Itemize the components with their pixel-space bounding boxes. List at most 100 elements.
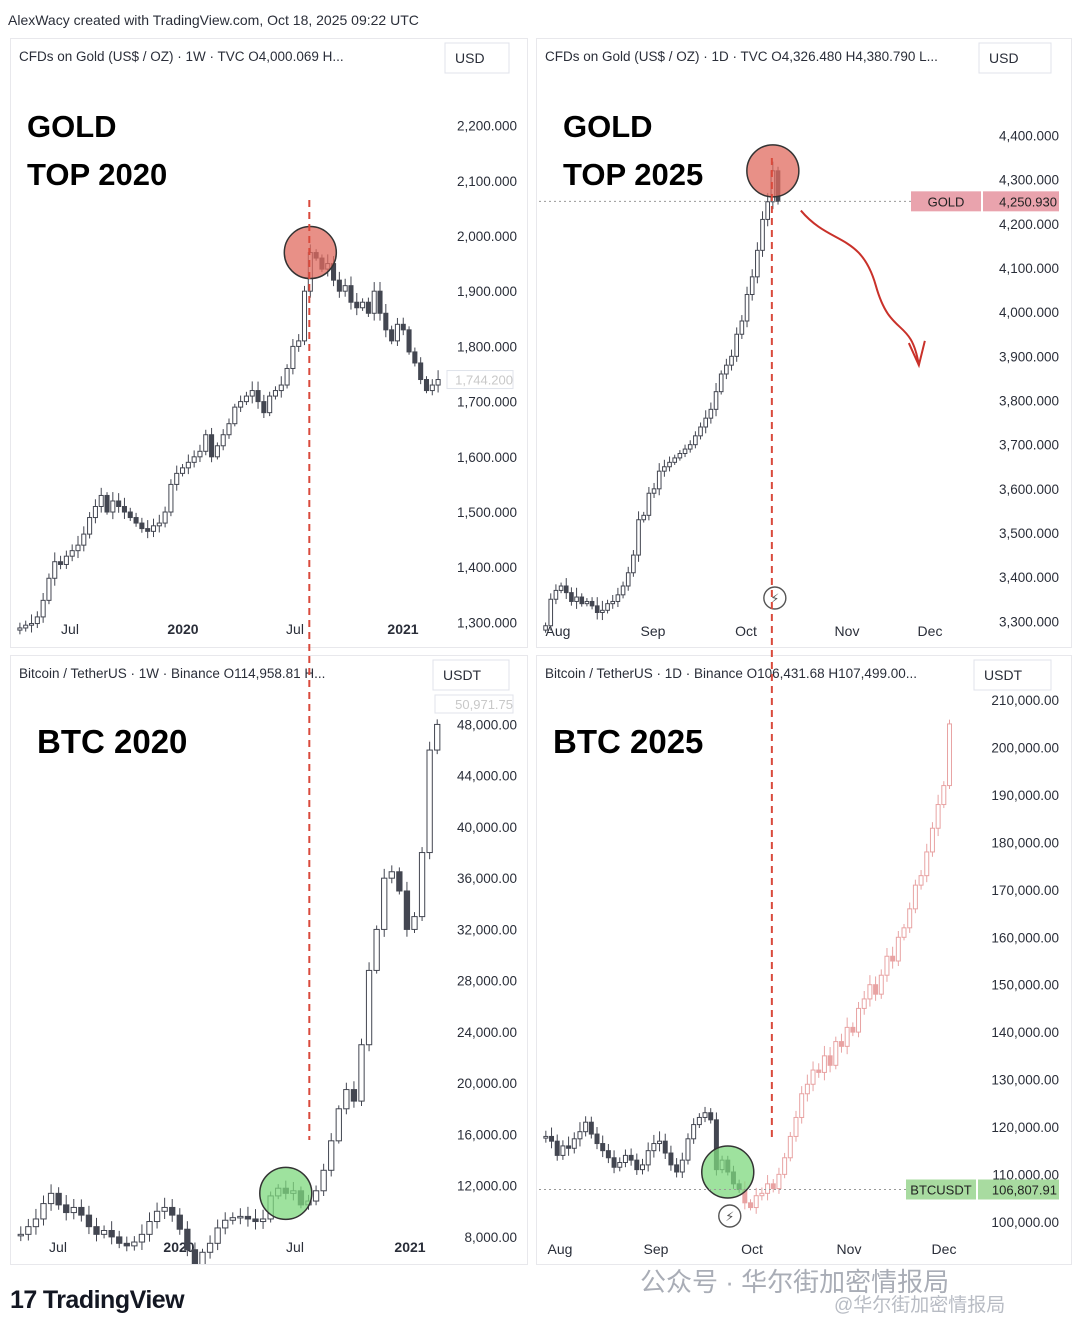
candle xyxy=(622,1149,628,1168)
candle-body xyxy=(406,329,412,353)
candle xyxy=(320,1163,327,1196)
candle xyxy=(615,587,621,608)
candle-body xyxy=(553,589,559,600)
candle xyxy=(406,326,412,355)
candle xyxy=(191,450,197,468)
candle-body xyxy=(589,600,595,607)
forecast-candle xyxy=(856,1001,862,1038)
candle xyxy=(755,242,760,284)
currency-box xyxy=(444,42,510,74)
candle xyxy=(28,614,35,633)
candle-body xyxy=(543,1135,549,1139)
candle xyxy=(588,1116,594,1139)
candle-body xyxy=(373,928,380,971)
y-tick-label: 120,000.00 xyxy=(991,1120,1059,1135)
x-tick-label: Jul xyxy=(286,621,304,637)
forecast-candle-body xyxy=(918,875,924,886)
candle-body xyxy=(354,301,360,309)
candle xyxy=(85,1205,93,1235)
candle xyxy=(662,1133,668,1160)
candle-body xyxy=(594,605,600,613)
currency-label: USDT xyxy=(984,667,1023,683)
candle-body xyxy=(320,1169,327,1192)
forecast-candle-body xyxy=(827,1055,833,1066)
candle-body xyxy=(185,461,191,469)
candle xyxy=(641,511,647,523)
candle-body xyxy=(23,624,29,629)
bottom-marker-circle xyxy=(259,1166,313,1221)
price-label: 1,744.200 xyxy=(455,373,513,388)
y-tick-label: 4,200.000 xyxy=(999,217,1059,232)
candle-body xyxy=(423,379,430,392)
candle xyxy=(569,587,574,606)
candle-body xyxy=(255,390,261,403)
forecast-candle-body xyxy=(844,1026,850,1047)
candle xyxy=(17,622,23,635)
candle-body xyxy=(724,364,729,375)
y-tick-label: 12,000.00 xyxy=(457,1179,517,1194)
candle-body xyxy=(244,1215,252,1220)
candle xyxy=(667,456,672,472)
candle xyxy=(558,582,564,594)
candle-body xyxy=(696,1116,702,1126)
forecast-candle xyxy=(947,719,952,790)
candle xyxy=(693,431,698,449)
symbol-label: GOLD xyxy=(928,194,965,209)
candle xyxy=(342,278,348,297)
candle-body xyxy=(617,1162,623,1168)
forecast-candle xyxy=(782,1152,788,1179)
candle-body xyxy=(312,1190,320,1202)
candle-body xyxy=(191,1249,199,1264)
candle-body xyxy=(371,290,377,314)
candle xyxy=(220,429,226,451)
y-tick-label: 190,000.00 xyxy=(991,788,1059,803)
candle xyxy=(222,1212,229,1235)
x-tick-label: 2020 xyxy=(167,621,198,637)
candle xyxy=(350,1081,358,1108)
candle xyxy=(651,1134,657,1158)
candle-body xyxy=(693,435,698,446)
forecast-candle xyxy=(890,946,896,969)
candle-body xyxy=(549,1135,555,1142)
candle xyxy=(657,1131,663,1152)
candle-body xyxy=(760,218,765,251)
candle-body xyxy=(656,470,662,490)
y-tick-label: 3,300.000 xyxy=(999,614,1059,629)
candle xyxy=(734,327,740,362)
candle xyxy=(133,512,139,527)
y-tick-label: 3,900.000 xyxy=(999,349,1059,364)
candle xyxy=(138,1224,146,1250)
candle xyxy=(252,1209,259,1230)
y-tick-label: 130,000.00 xyxy=(991,1073,1059,1088)
candle xyxy=(174,465,180,491)
forecast-arrow-head xyxy=(907,340,926,369)
candle-body xyxy=(605,1150,611,1159)
currency-box xyxy=(432,659,510,691)
candle-body xyxy=(156,522,162,527)
y-tick-label: 3,700.000 xyxy=(999,438,1059,453)
candle xyxy=(708,402,714,424)
candle xyxy=(336,271,342,298)
candle xyxy=(75,535,81,559)
candle xyxy=(255,381,261,409)
forecast-candle xyxy=(861,991,867,1015)
candle xyxy=(123,1236,130,1252)
candle xyxy=(17,1226,24,1242)
candle xyxy=(418,847,426,921)
candle-body xyxy=(146,1221,153,1235)
candle xyxy=(232,403,238,427)
candle xyxy=(348,276,354,310)
candle xyxy=(25,1218,32,1241)
candle-body xyxy=(577,1131,583,1140)
candle xyxy=(553,584,559,605)
forecast-candle-body xyxy=(924,851,930,877)
currency-box xyxy=(978,42,1052,74)
x-tick-label: 2021 xyxy=(394,1239,425,1255)
candle xyxy=(104,492,110,515)
panel-gold-2025: CFDs on Gold (US$ / OZ) · 1D · TVC O4,32… xyxy=(536,38,1072,648)
forecast-candle-body xyxy=(799,1093,805,1118)
forecast-candle xyxy=(810,1061,816,1092)
candle xyxy=(702,1106,708,1123)
candle-body xyxy=(651,488,657,494)
y-tick-label: 100,000.00 xyxy=(991,1215,1059,1230)
